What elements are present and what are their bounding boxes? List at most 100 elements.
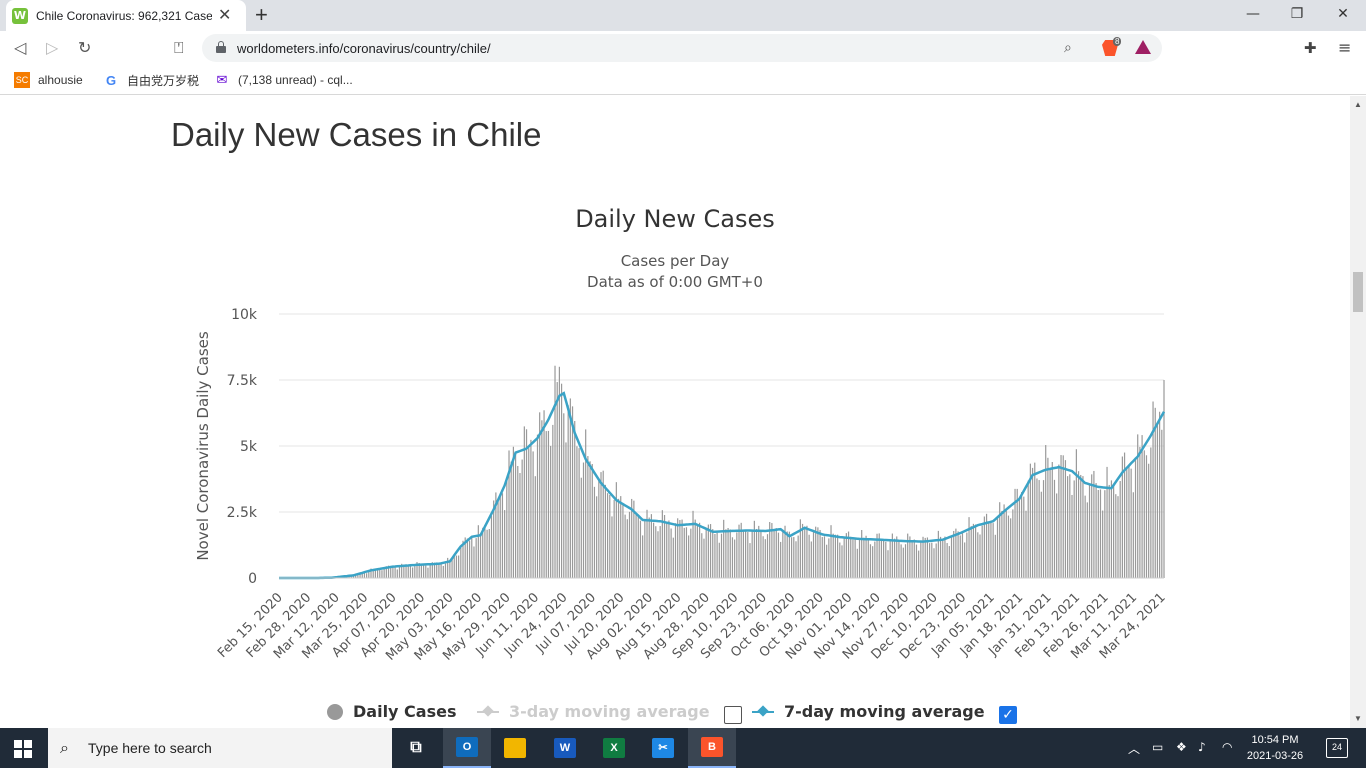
bookmark-icon[interactable]: ⍞	[174, 38, 184, 57]
daily-case-bar	[939, 536, 942, 578]
daily-case-bar	[1097, 489, 1099, 578]
menu-icon[interactable]: ≡	[1338, 38, 1352, 57]
daily-case-bar	[558, 366, 560, 578]
outlook-icon[interactable]: O	[443, 728, 491, 768]
daily-case-bar	[668, 520, 670, 578]
daily-case-bar	[633, 500, 635, 578]
daily-case-bar	[462, 540, 464, 578]
7day-average-checkbox[interactable]: ✓	[999, 706, 1017, 724]
legend-7day-average[interactable]: 7-day moving average	[752, 702, 985, 721]
zoom-icon[interactable]: ⌕	[1064, 39, 1072, 55]
daily-case-bar	[773, 530, 775, 578]
daily-case-bar	[900, 544, 902, 578]
window-close-icon[interactable]: ✕	[1337, 6, 1349, 22]
brave-rewards-icon[interactable]	[1135, 40, 1151, 54]
daily-case-bar	[563, 413, 565, 578]
daily-case-bar	[355, 574, 357, 578]
daily-case-bar	[749, 543, 751, 578]
daily-case-bar	[677, 518, 679, 578]
daily-case-bar	[797, 535, 799, 578]
y-axis-label: Novel Coronavirus Daily Cases	[194, 331, 212, 561]
daily-case-bar	[381, 570, 383, 578]
system-clock[interactable]: 10:54 PM 2021-03-26	[1240, 732, 1310, 764]
snipping-tool-icon[interactable]: ✂	[639, 728, 687, 768]
dropbox-icon[interactable]: ❖	[1176, 740, 1187, 754]
brave-browser-icon[interactable]: B	[688, 728, 736, 768]
daily-case-bar	[1049, 468, 1051, 578]
daily-case-bar	[387, 565, 390, 578]
daily-case-bar	[416, 562, 418, 578]
3day-average-checkbox[interactable]	[724, 706, 742, 724]
windows-start-icon[interactable]	[14, 740, 32, 758]
task-view-icon[interactable]: ⧉	[410, 739, 422, 756]
daily-case-bar	[865, 535, 867, 578]
wifi-icon[interactable]: ◠	[1222, 740, 1233, 754]
new-tab-plus-icon[interactable]: +	[255, 2, 268, 27]
daily-case-bar	[874, 541, 876, 578]
legend-daily-cases[interactable]: Daily Cases	[327, 702, 456, 721]
excel-icon[interactable]: X	[590, 728, 638, 768]
url-text[interactable]: worldometers.info/coronavirus/country/ch…	[237, 41, 491, 56]
daily-case-bar	[383, 568, 385, 578]
daily-case-bar	[396, 569, 398, 578]
daily-case-bar	[659, 526, 661, 578]
daily-case-bar	[762, 536, 764, 578]
tray-chevron-icon[interactable]: ︿	[1128, 742, 1141, 756]
daily-case-bar	[799, 519, 801, 578]
daily-case-bar	[497, 498, 499, 578]
reload-icon[interactable]: ↻	[78, 38, 92, 57]
daily-case-bar	[1163, 380, 1165, 578]
bookmark-item[interactable]: ✉ (7,138 unread) - cql...	[214, 72, 353, 88]
scroll-down-icon[interactable]: ▼	[1354, 714, 1362, 723]
bookmark-item[interactable]: G 自由党万岁税	[103, 72, 199, 89]
daily-case-bar	[968, 517, 970, 578]
daily-case-bar	[642, 535, 644, 578]
extensions-icon[interactable]: ✚	[1304, 40, 1317, 57]
daily-case-bar	[1132, 492, 1134, 578]
daily-case-bar	[574, 421, 576, 578]
daily-case-bar	[611, 516, 613, 578]
worldometer-favicon-icon: W	[12, 7, 28, 24]
daily-case-bar	[1012, 509, 1014, 578]
notification-center-icon[interactable]: 24	[1326, 738, 1348, 758]
daily-case-bar	[950, 536, 953, 578]
daily-case-bar	[376, 569, 379, 578]
daily-case-bar	[766, 534, 769, 578]
close-tab-icon[interactable]: ✕	[218, 6, 232, 24]
daily-case-bar	[482, 527, 484, 578]
volume-icon[interactable]: ♪	[1198, 740, 1206, 754]
daily-case-bar	[357, 573, 359, 578]
file-explorer-icon[interactable]	[491, 728, 539, 768]
scroll-up-icon[interactable]: ▲	[1354, 100, 1362, 109]
legend-3day-average[interactable]: 3-day moving average	[477, 702, 710, 721]
daily-case-bar	[394, 567, 396, 578]
scroll-thumb[interactable]	[1353, 272, 1363, 312]
daily-case-bar	[942, 539, 944, 578]
browser-tab[interactable]: W Chile Coronavirus: 962,321 Cases and ✕	[6, 0, 246, 31]
forward-icon[interactable]: ▷	[46, 38, 59, 57]
page-scrollbar[interactable]: ▲ ▼	[1350, 96, 1366, 728]
daily-case-bar	[922, 536, 924, 578]
back-icon[interactable]: ◁	[14, 38, 27, 57]
bookmark-item[interactable]: SC alhousie	[14, 72, 83, 88]
battery-icon[interactable]: ▭	[1152, 740, 1164, 754]
daily-case-bar	[547, 430, 550, 578]
daily-case-bar	[639, 520, 642, 578]
daily-case-bar	[690, 528, 692, 578]
taskbar-search[interactable]: ⌕ Type here to search	[48, 728, 392, 768]
daily-case-bar	[975, 524, 977, 578]
daily-case-bar	[1137, 434, 1139, 578]
daily-case-bar	[534, 476, 536, 578]
daily-case-bar	[790, 537, 793, 578]
restore-icon[interactable]: ❐	[1290, 6, 1304, 22]
daily-case-bar	[729, 529, 731, 578]
daily-case-bar	[458, 555, 460, 578]
minimize-icon[interactable]: —	[1246, 6, 1260, 22]
address-bar[interactable]: worldometers.info/coronavirus/country/ch…	[202, 34, 1162, 62]
daily-case-bar	[453, 554, 455, 578]
daily-case-bar	[1102, 510, 1104, 578]
word-icon[interactable]: W	[541, 728, 589, 768]
daily-case-bar	[646, 509, 648, 578]
daily-case-bar	[525, 429, 528, 578]
mail-icon: ✉	[216, 72, 228, 87]
